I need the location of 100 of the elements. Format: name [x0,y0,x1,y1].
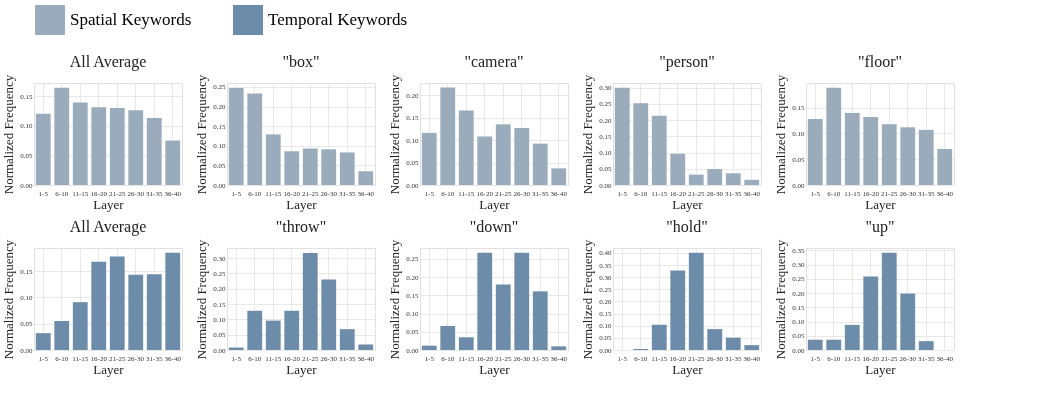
bar [514,252,530,350]
bar [900,127,916,185]
y-axis-title: Normalized Frequency [194,239,210,360]
x-axis-title: Layer [286,196,318,212]
chart-title: "hold" [666,218,708,236]
x-axis-title: Layer [93,196,125,212]
chart-title: "box" [282,53,320,71]
bar [670,270,686,350]
y-axis-title: Normalized Frequency [580,239,596,360]
legend-label: Spatial Keywords [70,10,192,29]
bar [707,169,723,185]
y-axis-title: Normalized Frequency [773,74,789,195]
bar [918,341,934,350]
bar [321,279,337,350]
y-axis-title: Normalized Frequency [387,239,403,360]
bar [35,113,51,185]
bar [109,256,125,350]
bar [807,119,823,185]
bar [165,252,181,350]
chart-title: "person" [659,53,715,72]
bar [54,321,70,350]
bar [358,344,374,350]
y-axis-title: Normalized Frequency [773,239,789,360]
bar [863,276,879,350]
bar [284,310,300,350]
bar [165,140,181,185]
bar [358,171,374,185]
bar [881,252,897,350]
bar [725,173,741,185]
bar [900,293,916,350]
x-axis-title: Layer [479,196,511,212]
bar [339,329,355,350]
y-axis-title: Normalized Frequency [1,74,17,195]
x-axis-title: Layer [672,196,704,212]
bar [744,179,760,185]
bar [440,87,456,185]
x-axis-title: Layer [865,361,897,377]
bar [146,274,162,350]
bar [339,152,355,185]
bar [514,127,530,185]
bar [440,325,456,350]
x-axis-title: Layer [479,361,511,377]
bar [72,302,88,350]
bar [421,132,437,185]
x-axis-title: Layer [286,361,318,377]
bar [614,87,630,185]
bar [54,87,70,185]
bar [247,93,263,185]
bar [146,117,162,185]
bar [937,148,953,185]
bar [458,337,474,350]
bar [863,117,879,185]
x-axis-title: Layer [865,196,897,212]
bar [651,324,667,350]
bar [844,324,860,350]
bar [633,103,649,185]
bar [265,320,281,350]
x-axis-title: Layer [93,361,125,377]
legend-label: Temporal Keywords [268,10,408,29]
bar [421,345,437,350]
bar [109,107,125,185]
bar [707,329,723,350]
bar [651,115,667,185]
bar [826,339,842,350]
bar [532,291,548,350]
bar [228,88,244,185]
bar [807,339,823,350]
bar [128,110,144,185]
bar [458,110,474,185]
bar [477,252,493,350]
chart-title: "up" [865,218,895,237]
bar [688,174,704,185]
chart-title: "down" [469,218,519,236]
y-axis-title: Normalized Frequency [194,74,210,195]
y-axis-title: Normalized Frequency [387,74,403,195]
bar [284,151,300,185]
bar [72,102,88,185]
bar [688,252,704,350]
chart-title: "throw" [275,218,327,236]
y-axis-title: Normalized Frequency [580,74,596,195]
bar [91,107,107,185]
bar [302,252,318,350]
bar [477,136,493,185]
bar [551,346,567,350]
y-axis-title: Normalized Frequency [1,239,17,360]
bar [551,168,567,185]
bar [35,333,51,350]
bar [247,310,263,350]
bar [532,143,548,185]
bar [495,284,511,350]
bar [844,112,860,185]
bar [881,124,897,185]
bar [91,261,107,350]
bar [128,274,144,350]
x-axis-title: Layer [672,361,704,377]
bar [918,129,934,185]
bar [826,87,842,185]
chart-title: All Average [69,53,147,72]
chart-title: "camera" [464,53,524,71]
bar [495,124,511,185]
